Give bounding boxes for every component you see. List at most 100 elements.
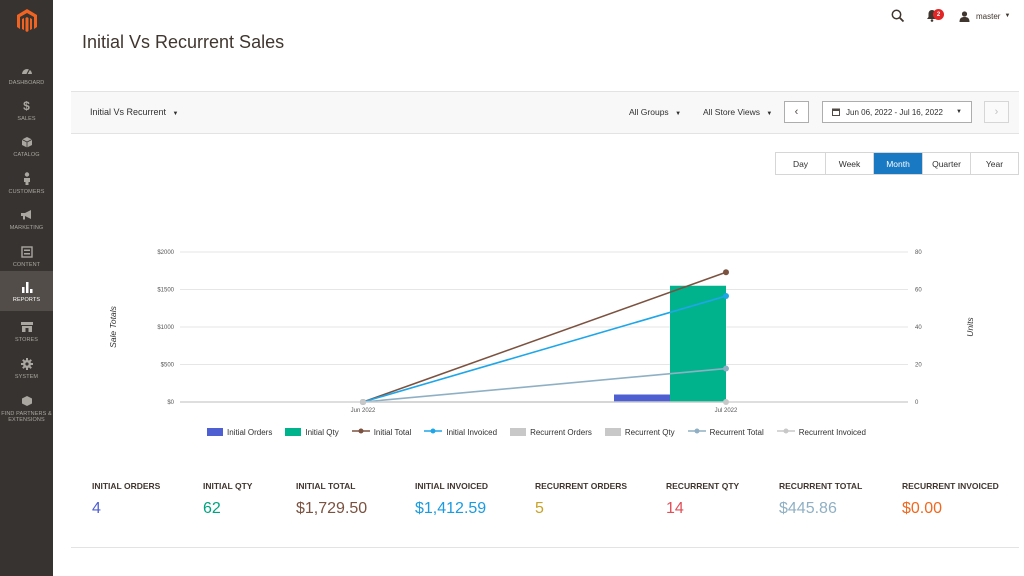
y-tick-label: $1000 — [157, 325, 174, 331]
admin-sidebar: Dashboard $ Sales Catalog Customers Mark… — [0, 0, 53, 576]
x-tick-label: Jul 2022 — [715, 408, 738, 414]
y-tick-label: $1500 — [157, 288, 174, 294]
tab-year[interactable]: Year — [971, 153, 1018, 174]
totals-summary: Initial Orders 4 Initial Qty 62 Initial … — [92, 481, 1012, 531]
total-value: 4 — [92, 500, 101, 517]
person-icon — [20, 172, 34, 186]
legend-item[interactable]: Recurrent Total — [687, 427, 764, 437]
content-icon — [20, 245, 34, 259]
total-label: Initial Invoiced — [415, 481, 489, 491]
legend-label: Recurrent Orders — [530, 427, 592, 437]
total-label: Recurrent Total — [779, 481, 863, 491]
y2-tick-label: 60 — [915, 288, 922, 294]
point-recurrent-total — [723, 365, 729, 372]
total-value: $0.00 — [902, 500, 943, 517]
y2-tick-label: 20 — [915, 363, 922, 369]
gear-icon — [20, 357, 34, 371]
report-type-label: Initial Vs Recurrent — [90, 107, 167, 117]
search-icon — [891, 9, 905, 23]
magento-logo[interactable] — [0, 0, 53, 42]
chevron-down-icon: ▼ — [956, 109, 962, 115]
legend-bar-swatch — [604, 428, 621, 436]
legend-item[interactable]: Recurrent Orders — [510, 428, 592, 437]
y2-axis-title: Units — [965, 317, 975, 337]
total-value: 5 — [535, 500, 544, 517]
sidebar-item-dashboard[interactable]: Dashboard — [0, 55, 53, 93]
total-initial-invoiced: Initial Invoiced $1,412.59 — [415, 481, 488, 518]
legend-item[interactable]: Initial Invoiced — [424, 427, 497, 437]
point-recurrent-invoiced — [360, 399, 366, 405]
legend-item[interactable]: Initial Total — [351, 427, 411, 437]
total-recurrent-qty: Recurrent Qty 14 — [666, 481, 739, 518]
total-label: Initial Qty — [203, 481, 253, 491]
total-value: $1,412.59 — [415, 500, 487, 517]
legend-bar-swatch — [510, 428, 527, 436]
total-label: Recurrent Orders — [535, 481, 628, 491]
sidebar-item-catalog[interactable]: Catalog — [0, 127, 53, 165]
extensions-icon — [20, 394, 34, 408]
y-tick-label: $500 — [161, 363, 175, 369]
legend-label: Initial Invoiced — [446, 427, 498, 437]
x-tick-label: Jun 2022 — [351, 408, 376, 414]
total-initial-total: Initial Total $1,729.50 — [296, 481, 367, 518]
dashboard-icon — [20, 63, 34, 77]
y2-tick-label: 40 — [915, 325, 922, 331]
sidebar-item-find-partners[interactable]: Find Partners & Extensions — [0, 388, 53, 428]
bar-chart-icon — [20, 280, 34, 294]
sidebar-item-customers[interactable]: Customers — [0, 164, 53, 202]
store-icon — [20, 320, 34, 334]
legend-bar-swatch — [207, 428, 223, 436]
user-icon — [959, 10, 970, 22]
store-view-filter-label: All Store Views — [703, 107, 761, 117]
sidebar-item-content[interactable]: Content — [0, 237, 53, 275]
y2-tick-label: 0 — [915, 400, 919, 406]
tab-week[interactable]: Week — [826, 153, 874, 174]
sidebar-item-marketing[interactable]: Marketing — [0, 200, 53, 238]
tab-quarter[interactable]: Quarter — [923, 153, 971, 174]
previous-period-button[interactable]: ‹ — [784, 101, 809, 123]
legend-label: Recurrent Total — [709, 427, 764, 437]
line-initial-total — [362, 271, 727, 403]
chevron-down-icon: ▼ — [1004, 13, 1011, 19]
chevron-down-icon: ▼ — [172, 111, 179, 117]
y2-tick-label: 80 — [915, 250, 922, 256]
total-value: 62 — [203, 500, 221, 517]
legend-line-swatch — [776, 427, 795, 437]
legend-item[interactable]: Initial Orders — [207, 428, 272, 437]
date-range-picker[interactable]: Jun 06, 2022 - Jul 16, 2022 ▼ — [822, 101, 972, 123]
sidebar-item-reports[interactable]: Reports — [0, 271, 53, 311]
section-divider — [71, 547, 1019, 548]
total-label: Initial Total — [296, 481, 356, 491]
sidebar-item-sales[interactable]: $ Sales — [17, 98, 36, 122]
legend-line-swatch — [424, 427, 443, 437]
y-tick-label: $2000 — [157, 250, 174, 256]
next-period-button[interactable]: › — [984, 101, 1009, 123]
line-initial-invoiced — [362, 295, 727, 403]
total-label: Recurrent Invoiced — [902, 481, 999, 491]
total-recurrent-total: Recurrent Total $445.86 — [779, 481, 862, 518]
groups-filter-dropdown[interactable]: All Groups ▼ — [629, 107, 681, 117]
tab-day[interactable]: Day — [776, 153, 826, 174]
bar-initial-qty — [670, 285, 726, 402]
point-initial-invoiced — [723, 293, 729, 300]
user-menu[interactable]: master ▼ — [959, 9, 1010, 23]
chevron-down-icon: ▼ — [766, 111, 773, 117]
global-search-button[interactable] — [891, 9, 905, 23]
sidebar-item-system[interactable]: System — [0, 349, 53, 387]
report-type-dropdown[interactable]: Initial Vs Recurrent ▼ — [90, 107, 179, 117]
store-view-filter-dropdown[interactable]: All Store Views ▼ — [703, 107, 772, 117]
legend-line-swatch — [351, 427, 370, 437]
chevron-right-icon: › — [994, 106, 999, 118]
sidebar-item-stores[interactable]: Stores — [0, 312, 53, 350]
legend-item[interactable]: Recurrent Invoiced — [776, 427, 866, 437]
legend-item[interactable]: Initial Qty — [285, 428, 339, 437]
y-tick-label: $0 — [167, 400, 174, 406]
tab-month[interactable]: Month — [874, 153, 923, 174]
groups-filter-label: All Groups — [629, 107, 669, 117]
page-title: Initial Vs Recurrent Sales — [82, 32, 285, 52]
total-value: 14 — [666, 500, 684, 517]
total-initial-qty: Initial Qty 62 — [203, 481, 252, 518]
legend-item[interactable]: Recurrent Qty — [604, 428, 675, 437]
point-initial-total — [723, 269, 729, 276]
